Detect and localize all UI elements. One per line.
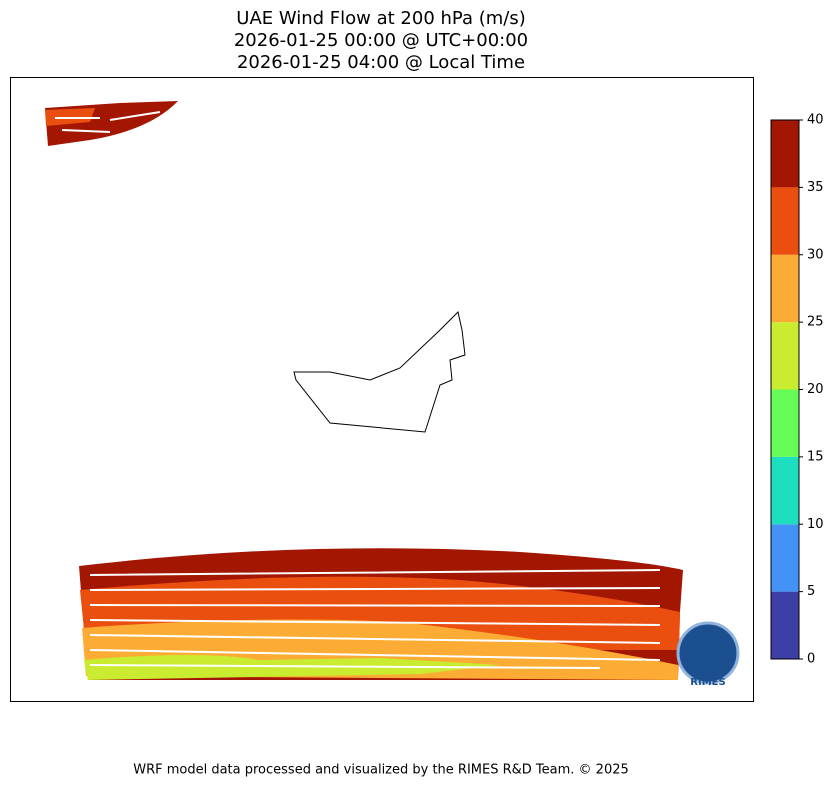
colorbar-tick-label: 30 bbox=[807, 247, 824, 262]
wind-arrows bbox=[55, 111, 161, 133]
colorbar-band bbox=[771, 120, 799, 188]
colorbar-band bbox=[771, 322, 799, 390]
title-line: 2026-01-25 04:00 @ Local Time bbox=[237, 52, 525, 73]
title-line: UAE Wind Flow at 200 hPa (m/s) bbox=[236, 8, 525, 29]
map: RIMES bbox=[10, 77, 754, 702]
colorbar-tick-label: 15 bbox=[807, 449, 824, 464]
colorbar-band bbox=[771, 456, 799, 525]
colorbar-band bbox=[771, 591, 799, 659]
country-outline bbox=[293, 311, 466, 433]
colorbar-tick-label: 25 bbox=[807, 315, 824, 330]
colorbar-band bbox=[771, 389, 799, 457]
logo-text: RIMES bbox=[690, 677, 725, 688]
colorbar-band bbox=[771, 254, 799, 323]
colorbar-tick-label: 5 bbox=[807, 584, 815, 599]
colorbar-tick-label: 40 bbox=[807, 113, 824, 128]
wind-field bbox=[84, 655, 500, 680]
colorbar-tick-label: 0 bbox=[807, 652, 815, 667]
colorbar-tick-label: 35 bbox=[807, 180, 824, 195]
colorbar-tick-label: 10 bbox=[807, 517, 824, 532]
colorbar: 0 5 10 15 20 25 30 35 40 bbox=[770, 113, 824, 667]
colorbar-band bbox=[771, 524, 799, 592]
colorbar-band bbox=[771, 187, 799, 255]
title-line: 2026-01-25 00:00 @ UTC+00:00 bbox=[234, 30, 528, 51]
wind-arrows bbox=[89, 569, 661, 669]
footer: WRF model data processed and visualized … bbox=[133, 763, 629, 778]
logo bbox=[676, 621, 740, 685]
colorbar-tick-label: 20 bbox=[807, 382, 824, 397]
